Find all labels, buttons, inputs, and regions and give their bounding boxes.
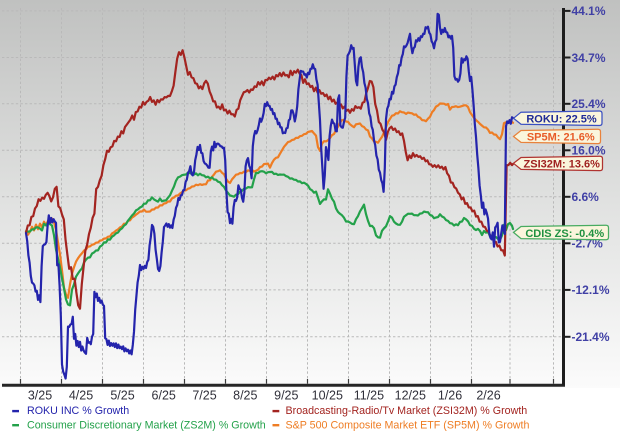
svg-text:9/25: 9/25: [274, 389, 298, 403]
svg-text:2/26: 2/26: [476, 389, 500, 403]
svg-text:1/26: 1/26: [438, 389, 462, 403]
svg-text:16.0%: 16.0%: [572, 144, 606, 158]
svg-text:ROKU: 22.5%: ROKU: 22.5%: [526, 113, 597, 125]
svg-text:4/25: 4/25: [69, 389, 93, 403]
svg-text:ZSI32M: 13.6%: ZSI32M: 13.6%: [524, 159, 601, 171]
svg-text:6/25: 6/25: [152, 389, 176, 403]
svg-text:-12.1%: -12.1%: [572, 283, 610, 297]
svg-text:5/25: 5/25: [110, 389, 134, 403]
svg-text:Broadcasting-Radio/Tv Market (: Broadcasting-Radio/Tv Market (ZSI32M) % …: [286, 405, 528, 417]
svg-text:S&P 500 Composite Market ETF (: S&P 500 Composite Market ETF (SP5M) % Gr…: [286, 420, 530, 432]
svg-text:12/25: 12/25: [395, 389, 426, 403]
svg-text:Consumer Discretionary Market: Consumer Discretionary Market (ZS2M) % G…: [27, 420, 266, 432]
svg-text:6.6%: 6.6%: [572, 190, 600, 204]
svg-text:8/25: 8/25: [233, 389, 257, 403]
svg-text:SP5M: 21.6%: SP5M: 21.6%: [527, 132, 595, 144]
svg-text:-21.4%: -21.4%: [572, 330, 610, 344]
svg-text:3/25: 3/25: [28, 389, 52, 403]
svg-text:44.1%: 44.1%: [572, 4, 606, 18]
svg-text:10/25: 10/25: [312, 389, 343, 403]
svg-text:11/25: 11/25: [354, 389, 384, 403]
svg-text:ROKU INC % Growth: ROKU INC % Growth: [27, 405, 129, 417]
svg-text:7/25: 7/25: [192, 389, 216, 403]
svg-text:25.4%: 25.4%: [572, 97, 606, 111]
svg-text:34.7%: 34.7%: [572, 51, 606, 65]
svg-text:CDIS ZS: -0.4%: CDIS ZS: -0.4%: [525, 228, 604, 240]
